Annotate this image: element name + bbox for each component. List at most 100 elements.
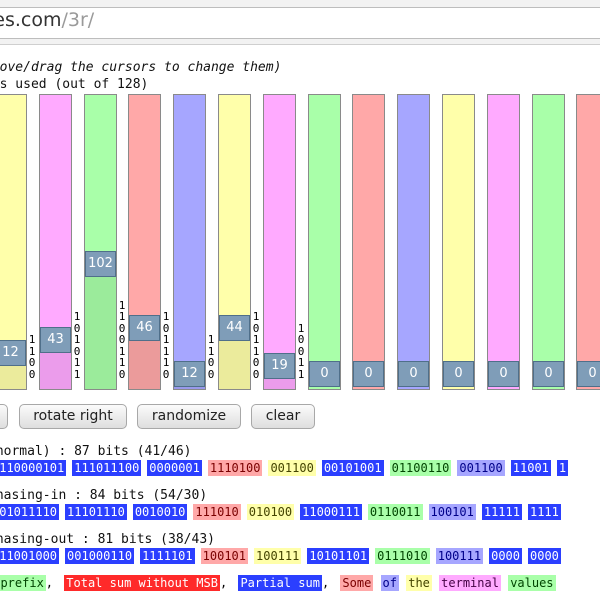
bit-digit: 0	[73, 344, 81, 358]
legend-some: Some	[340, 575, 374, 591]
encoding-title: (normal) : 87 bits (41/46)	[0, 444, 192, 459]
slider-handle[interactable]: 0	[353, 361, 384, 387]
slider-handle[interactable]: 0	[309, 361, 340, 387]
value-slider[interactable]: 19	[263, 94, 296, 390]
value-slider[interactable]: 0	[442, 94, 475, 390]
slider-handle[interactable]: 46	[129, 315, 160, 341]
bit-digit: 0	[73, 321, 81, 335]
slider-fill	[85, 266, 116, 389]
value-slider[interactable]: 0	[397, 94, 430, 390]
bit-digit: 1	[118, 298, 126, 312]
bit-digit: 0	[118, 321, 126, 335]
clear-button[interactable]: clear	[251, 404, 315, 429]
bit-token: 11111	[481, 504, 522, 520]
legend-terminal: terminal	[439, 575, 501, 591]
value-slider[interactable]: 44	[218, 94, 251, 390]
bit-digit: 1	[28, 344, 36, 358]
bit-digit: 0	[118, 333, 126, 346]
bit-token: 001000110	[65, 548, 135, 564]
bit-digit: 0	[297, 333, 305, 346]
legend-partial: Partial sum	[238, 575, 322, 591]
bit-token: 01011110	[0, 504, 60, 520]
legend: e prefix, Total sum without MSB, Partial…	[0, 575, 556, 591]
value-slider[interactable]: 12	[0, 94, 27, 390]
value-slider[interactable]: 46	[128, 94, 161, 390]
encoding-row: 0110010000010001101111101100101100111101…	[0, 548, 567, 564]
bit-digit: 0	[207, 356, 215, 369]
bit-token: 11001000	[0, 548, 60, 564]
value-slider[interactable]: 0	[532, 94, 565, 390]
bit-digit: 1	[73, 356, 81, 369]
bit-digit: 0	[118, 367, 126, 381]
value-slider[interactable]: 12	[173, 94, 206, 390]
slider-handle[interactable]: 0	[443, 361, 474, 387]
encoding-row: 0010111101110111000100101110100101001100…	[0, 504, 567, 520]
bit-token: 11000111	[300, 504, 362, 520]
encoding-row: 0110000101111011100000000111101000011000…	[0, 460, 574, 476]
bit-digit: 0	[252, 321, 260, 335]
bit-digit: 1	[118, 310, 126, 323]
bit-digit: 1	[297, 367, 305, 381]
url-path: /3r/	[61, 9, 95, 31]
bit-token: 100111	[435, 548, 484, 564]
bit-digit: 1	[162, 333, 170, 346]
bit-digit: 1	[73, 310, 81, 323]
instructions-text: (move/drag the cursors to change them)	[0, 60, 282, 75]
bit-token: 111011100	[72, 460, 142, 476]
slider-handle[interactable]: 102	[85, 251, 116, 277]
bit-digit: 0	[252, 367, 260, 381]
slider-handle[interactable]: 44	[219, 315, 250, 341]
url-host: les.com	[0, 9, 62, 31]
slider-handle[interactable]: 0	[533, 361, 564, 387]
value-slider[interactable]: 102	[84, 94, 117, 390]
slider-handle[interactable]: 12	[0, 340, 26, 366]
bits-used-text: its used (out of 128)	[0, 77, 149, 92]
value-slider[interactable]: 0	[576, 94, 600, 390]
value-slider[interactable]: 43	[39, 94, 72, 390]
slider-handle[interactable]: 12	[174, 361, 205, 387]
browser-address-bar: les.com/3r/	[0, 0, 600, 45]
bit-token: 001100	[457, 460, 505, 476]
bit-token: 0000	[528, 548, 561, 564]
bit-digit: 1	[162, 344, 170, 358]
bit-token: 100111	[254, 548, 302, 564]
bit-token: 1111	[527, 504, 561, 520]
legend-of: of	[380, 575, 399, 591]
randomize-button[interactable]: randomize	[137, 404, 241, 429]
bit-token: 0110011	[367, 504, 423, 520]
left-button[interactable]	[0, 404, 8, 429]
bit-digit: 1	[297, 321, 305, 335]
bit-digit: 0	[252, 356, 260, 369]
slider-handle[interactable]: 43	[40, 327, 71, 353]
bit-digit: 0	[207, 367, 215, 381]
bit-digit: 1	[28, 333, 36, 346]
bit-token: 1111101	[140, 548, 195, 564]
rotate-right-button[interactable]: rotate right	[19, 404, 127, 429]
slider-handle[interactable]: 0	[577, 361, 600, 387]
slider-handle[interactable]: 0	[398, 361, 429, 387]
bit-digit: 1	[73, 333, 81, 346]
bit-digit: 0	[28, 356, 36, 369]
legend-values: values	[508, 575, 556, 591]
url-field[interactable]	[0, 7, 600, 39]
slider-handle[interactable]: 0	[488, 361, 519, 387]
bit-token: 100101	[428, 504, 476, 520]
bit-digit: 1	[297, 356, 305, 369]
bit-digit: 0	[28, 367, 36, 381]
bit-digit: 0	[162, 367, 170, 381]
value-slider[interactable]: 0	[487, 94, 520, 390]
legend-total: Total sum without MSB	[64, 575, 220, 591]
value-slider[interactable]: 0	[308, 94, 341, 390]
bit-token: 111010	[193, 504, 241, 520]
url-text[interactable]: les.com/3r/	[0, 9, 94, 31]
value-slider[interactable]: 0	[352, 94, 385, 390]
bit-token: 1	[556, 460, 569, 476]
bit-token: 0111010	[375, 548, 430, 564]
slider-handle[interactable]: 19	[264, 353, 295, 379]
bit-token: 10101101	[307, 548, 370, 564]
